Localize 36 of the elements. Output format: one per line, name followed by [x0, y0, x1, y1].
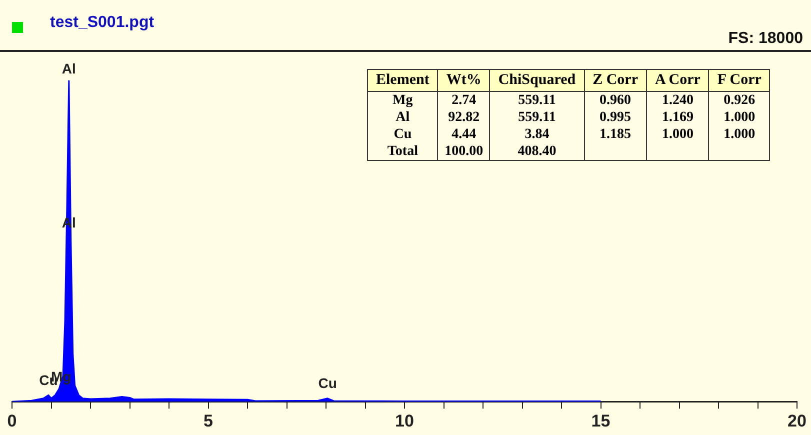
text: 408.40 — [518, 144, 556, 159]
category-label: Total — [387, 144, 418, 159]
text: 559.11 — [518, 93, 556, 108]
text: 0.960 — [600, 93, 632, 108]
category-label: Mg — [392, 93, 413, 108]
text: 1.169 — [662, 110, 694, 125]
x-tick-label: 15 — [591, 411, 610, 430]
category-label: Al — [396, 110, 410, 125]
x-tick-label: 20 — [788, 411, 806, 430]
text: 559.11 — [518, 110, 556, 125]
text: Element — [368, 70, 438, 92]
category-label: Wt% — [438, 70, 490, 92]
x-tick-label: 5 — [204, 411, 213, 430]
category-label: Cu — [394, 127, 412, 142]
category-label: A Corr — [646, 70, 709, 92]
text: 1.000 — [662, 127, 694, 142]
annotation: Cu — [318, 375, 337, 392]
text: 1.240 — [662, 93, 694, 108]
text: 0.995 — [600, 110, 632, 125]
x-tick-label: 0 — [7, 411, 17, 430]
category-label: F Corr — [708, 70, 770, 92]
category-label: Z Corr — [584, 70, 646, 92]
category-label: ChiSquared — [490, 70, 584, 92]
text: 100.00 — [444, 144, 484, 159]
text: 1.000 — [724, 127, 756, 142]
text: 0.926 — [724, 93, 756, 108]
annotation: Al — [62, 60, 76, 77]
text: 2.74 — [452, 93, 476, 108]
text: 1.185 — [600, 127, 632, 142]
text: 4.44 — [452, 127, 476, 142]
text: 1.000 — [724, 110, 756, 125]
text: 3.84 — [524, 127, 550, 142]
text: 92.82 — [448, 110, 480, 125]
chart-subtitle: FS: 18000 — [728, 30, 803, 48]
chart-title: test_S001.pgt — [50, 14, 154, 32]
x-tick-label: 10 — [395, 411, 414, 430]
